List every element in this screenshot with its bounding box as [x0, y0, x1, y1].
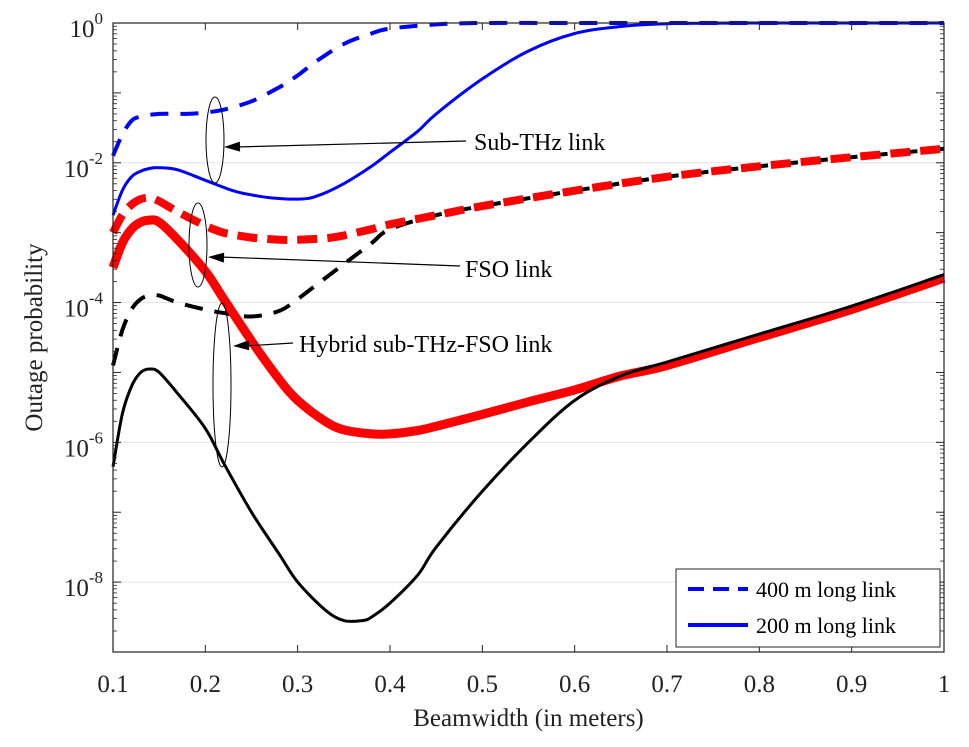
- series-line: [111, 21, 944, 216]
- y-tick-base: 10: [64, 156, 89, 183]
- x-tick-label: 0.2: [190, 671, 221, 698]
- legend-label-400m: 400 m long link: [756, 577, 896, 602]
- x-tick-label: 0.1: [97, 671, 128, 698]
- series-line: [111, 146, 945, 366]
- y-tick-exponent: -4: [89, 289, 104, 308]
- x-tick-label: 0.9: [836, 671, 867, 698]
- x-axis-title: Beamwidth (in meters): [413, 705, 644, 732]
- x-tick-labels: 0.1 0.2 0.3 0.4 0.5 0.6 0.7 0.8 0.9 1: [97, 671, 950, 698]
- y-axis-title: Outage probability: [21, 243, 48, 432]
- y-tick-base: 10: [64, 435, 89, 462]
- y-tick-label: 10-8: [64, 568, 103, 602]
- x-tick-label: 0.5: [467, 671, 498, 698]
- y-tick-label: 10-4: [64, 289, 104, 323]
- x-tick-label: 0.3: [282, 671, 313, 698]
- x-tick-label: 0.6: [559, 671, 590, 698]
- y-tick-base: 10: [64, 575, 89, 602]
- fso-ellipse: [188, 202, 208, 288]
- legend-label-200m: 200 m long link: [756, 613, 896, 638]
- y-tick-exponent: -6: [89, 428, 103, 447]
- fso-arrow: [219, 256, 461, 267]
- y-tick-exponent: 0: [95, 9, 104, 28]
- legend-box: [675, 568, 941, 648]
- y-tick-label: 10-6: [64, 428, 103, 462]
- annotation-fso-link: FSO link: [465, 257, 552, 283]
- y-tick-label: 10-2: [64, 149, 103, 183]
- series-line: [111, 20, 944, 157]
- hybrid-arrowhead: [233, 340, 250, 351]
- series-line: [111, 273, 945, 623]
- axis-ticks: [112, 22, 945, 653]
- y-tick-exponent: -8: [89, 568, 103, 587]
- fso-arrowhead: [208, 252, 225, 263]
- sub-thz-arrow: [235, 140, 467, 148]
- x-tick-label: 0.4: [374, 671, 406, 698]
- annotations: Sub-THz link FSO link Hybrid sub-THz-FSO…: [188, 96, 605, 468]
- series-layer: [108, 20, 946, 623]
- hybrid-arrow: [244, 342, 294, 347]
- y-tick-exponent: -2: [89, 149, 103, 168]
- annotation-sub-thz-link: Sub-THz link: [474, 130, 605, 156]
- y-tick-base: 10: [70, 16, 95, 43]
- series-line: [108, 215, 946, 439]
- plot-frame: [112, 22, 945, 653]
- x-tick-label: 0.8: [744, 671, 775, 698]
- y-tick-base: 10: [64, 296, 89, 323]
- x-tick-label: 0.7: [651, 671, 682, 698]
- x-tick-label: 1: [938, 671, 951, 698]
- legend: 400 m long link 200 m long link: [675, 568, 941, 648]
- annotation-hybrid-link: Hybrid sub-THz-FSO link: [299, 332, 552, 358]
- sub-thz-arrowhead: [224, 141, 241, 152]
- hybrid-ellipse: [212, 302, 232, 468]
- series-line: [109, 144, 945, 244]
- sub-thz-ellipse: [205, 96, 225, 184]
- y-tick-label: 100: [70, 9, 104, 43]
